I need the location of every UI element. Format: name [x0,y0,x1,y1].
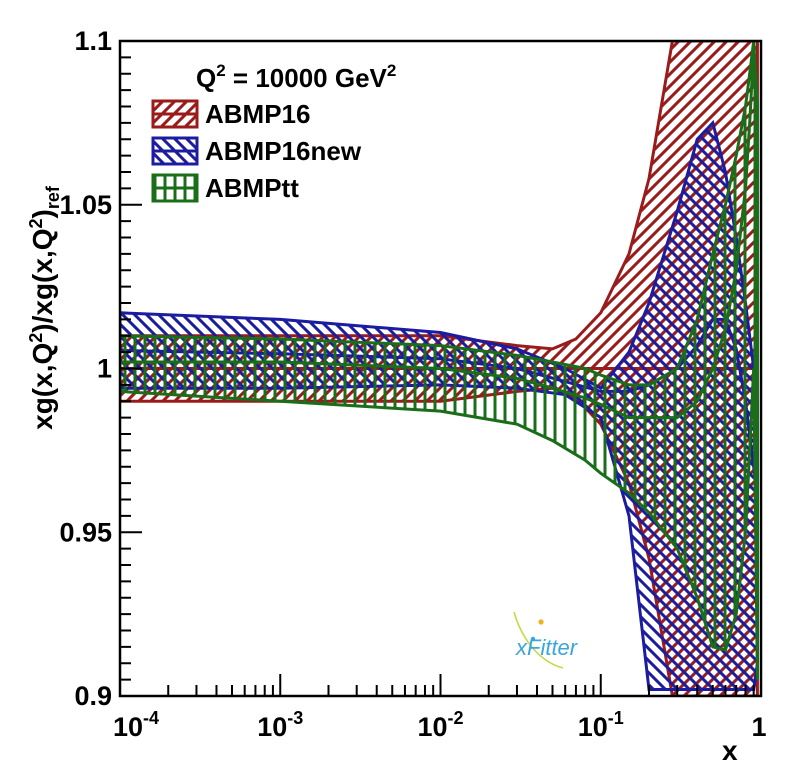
x-axis-title: x [722,735,738,766]
legend-label-abmptt: ABMPtt [205,173,299,203]
data-bands [120,41,759,696]
x-tick-label: 10-4 [113,708,159,742]
y-tick-label: 1.1 [74,26,112,56]
legend-label-abmp16new: ABMP16new [205,136,362,166]
xfitter-logo: xFitter [513,611,579,669]
x-tick-label: 1 [751,712,766,742]
x-tick-label: 10-1 [578,708,624,742]
legend-label-abmp16: ABMP16 [205,99,310,129]
y-tick-label: 0.9 [74,681,112,711]
axis-tick-labels: 10-4 10-3 10-2 10-1 1 0.9 0.95 1 1.05 1.1 [59,26,766,742]
axis-ticks [119,40,755,697]
band-abmptt [120,41,759,680]
y-tick-label: 1 [97,354,112,384]
q2-annotation: Q2 = 10000 GeV2 [196,61,396,93]
central-line-abmptt [120,47,759,420]
x-tick-label: 10-2 [417,708,463,742]
legend: ABMP16 ABMP16new ABMPtt [151,99,362,203]
y-tick-label: 1.05 [59,190,112,220]
y-tick-label: 0.95 [59,517,112,547]
xfitter-logo-text: xFitter [515,635,579,660]
x-tick-label: 10-3 [257,708,303,742]
y-axis-title: xg(x,Q2)/xg(x,Q2)ref [26,185,63,430]
